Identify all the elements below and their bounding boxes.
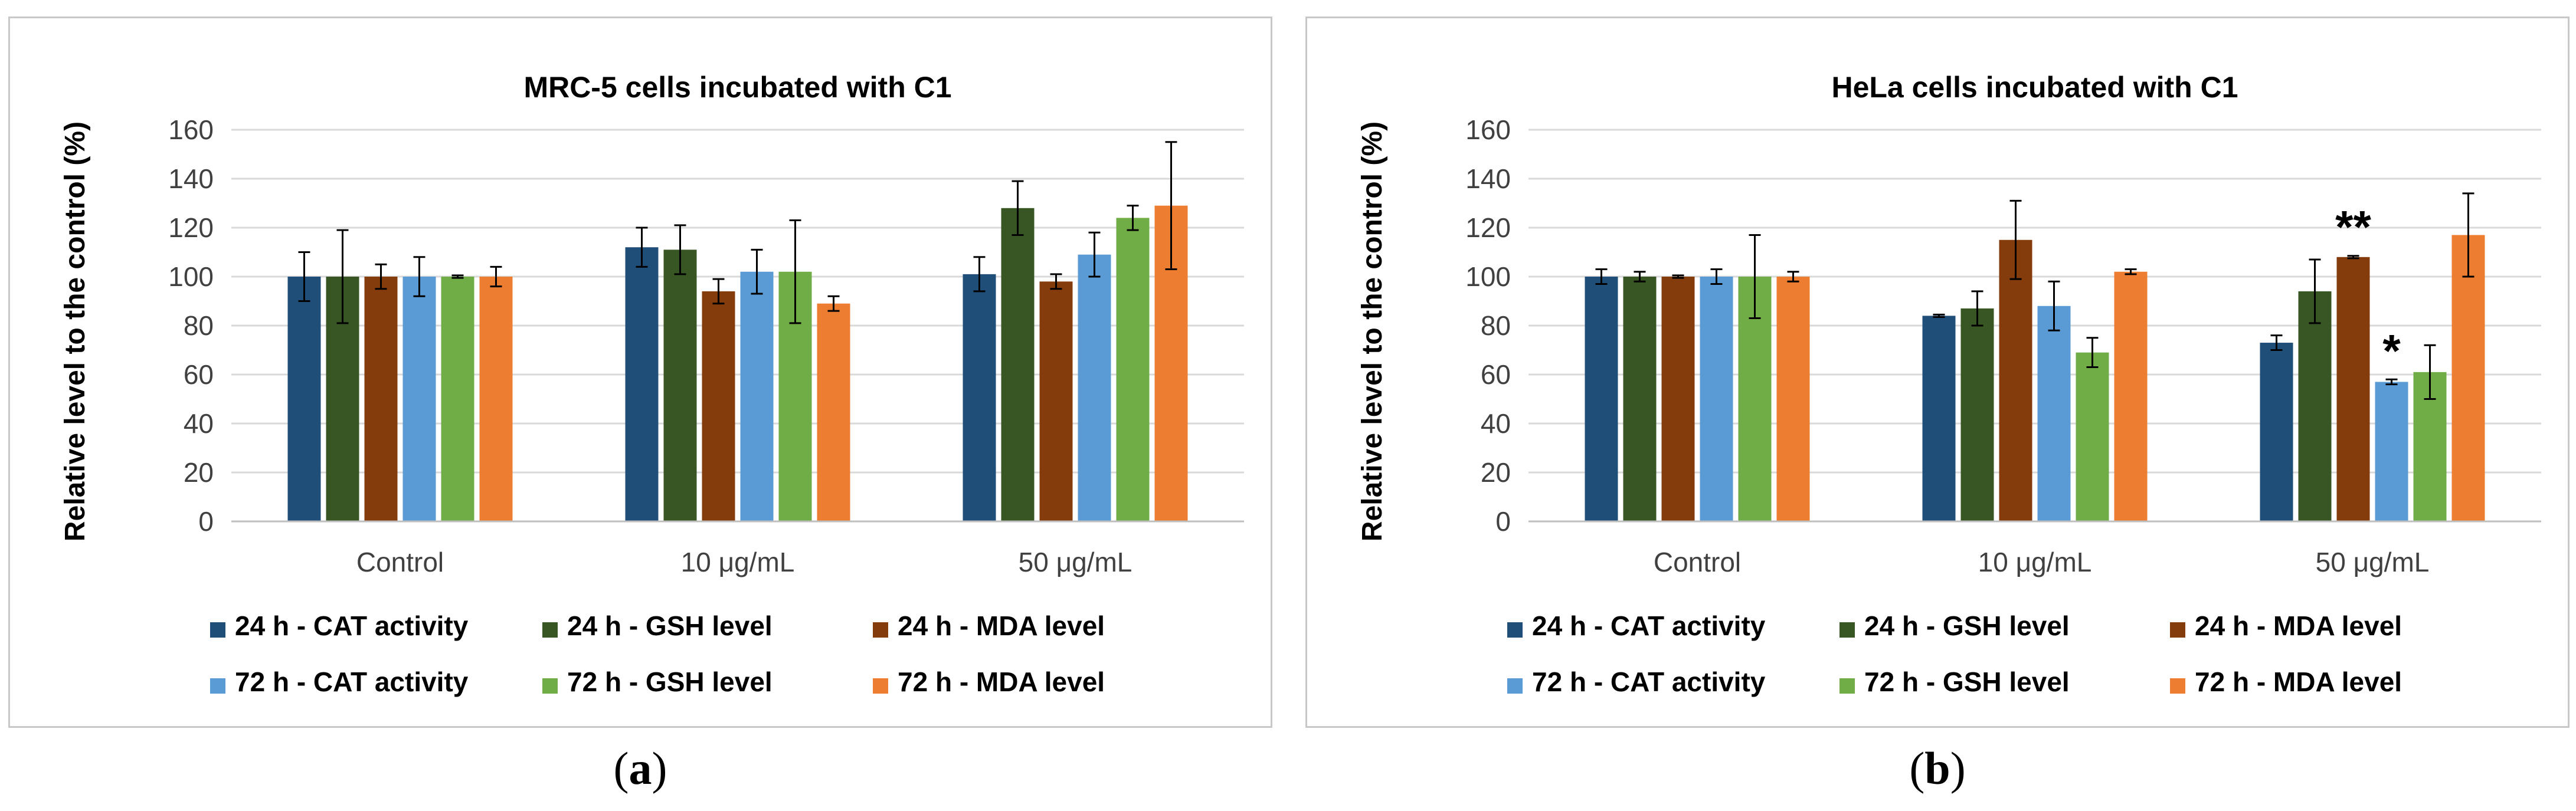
- chart-title: HeLa cells incubated with C1: [1831, 71, 2238, 104]
- y-tick-label: 140: [168, 163, 214, 194]
- y-tick-label: 0: [1495, 506, 1511, 537]
- y-tick-label: 60: [1481, 359, 1511, 390]
- legend-swatch: [542, 678, 558, 694]
- y-tick-label: 80: [184, 310, 214, 341]
- bar: [2298, 291, 2332, 521]
- legend-swatch: [873, 622, 888, 638]
- caption-b-open: (: [1909, 743, 1925, 794]
- bar: [1700, 277, 1733, 521]
- bar: [1585, 277, 1618, 521]
- bar: [1999, 239, 2032, 521]
- legend-label: 72 h - MDA level: [898, 666, 1105, 697]
- bar: [1116, 218, 1150, 521]
- bar: [1001, 208, 1035, 521]
- caption-a-close: ): [652, 743, 667, 794]
- x-tick-label: 10 μg/mL: [681, 547, 795, 577]
- y-tick-label: 160: [168, 114, 214, 145]
- y-tick-label: 40: [184, 408, 214, 439]
- bar: [479, 277, 513, 521]
- bar: [364, 277, 398, 521]
- y-tick-label: 0: [198, 506, 214, 537]
- chart-b: HeLa cells incubated with C1 0 20 40 60 80 100…: [1357, 71, 2541, 697]
- legend-label: 72 h - GSH level: [1864, 666, 2070, 697]
- y-tick-label: 140: [1465, 163, 1511, 194]
- y-tick-label: 160: [1465, 114, 1511, 145]
- legend-swatch: [1507, 678, 1523, 694]
- y-tick-label: 20: [1481, 457, 1511, 488]
- bar: [2336, 257, 2370, 521]
- significance-mark: *: [2382, 324, 2401, 376]
- bar: [702, 291, 735, 521]
- bar: [287, 277, 321, 521]
- bar: [2037, 306, 2071, 521]
- legend-swatch: [2170, 622, 2185, 638]
- legend-label: 24 h - CAT activity: [235, 610, 469, 641]
- bar: [402, 277, 436, 521]
- legend-label: 24 h - GSH level: [1864, 610, 2070, 641]
- x-tick-label: 10 μg/mL: [1978, 547, 2092, 577]
- significance-mark: **: [2335, 201, 2371, 253]
- legend-label: 24 h - CAT activity: [1532, 610, 1766, 641]
- caption-a-letter: a: [629, 743, 652, 794]
- legend-swatch: [542, 622, 558, 638]
- legend-swatch: [210, 622, 225, 638]
- y-tick-label: 60: [184, 359, 214, 390]
- bar: [1922, 316, 1956, 521]
- bar: [817, 303, 850, 521]
- legend-label: 24 h - MDA level: [2195, 610, 2402, 641]
- bar: [963, 274, 996, 521]
- y-axis-label: Relative level to the control (%): [1357, 122, 1388, 541]
- legend-label: 72 h - CAT activity: [1532, 666, 1766, 697]
- bar: [2114, 271, 2148, 521]
- chart-title: MRC-5 cells incubated with C1: [523, 71, 951, 104]
- legend-label: 24 h - MDA level: [898, 610, 1105, 641]
- y-tick-label: 80: [1481, 310, 1511, 341]
- legend-label: 24 h - GSH level: [567, 610, 773, 641]
- bar: [2451, 235, 2485, 521]
- legend-label: 72 h - MDA level: [2195, 666, 2402, 697]
- legend-swatch: [2170, 678, 2185, 694]
- bar: [663, 249, 697, 521]
- x-tick-label: 50 μg/mL: [2316, 547, 2430, 577]
- legend-swatch: [1839, 622, 1855, 638]
- x-tick-label: 50 μg/mL: [1019, 547, 1132, 577]
- legend-swatch: [873, 678, 888, 694]
- y-tick-label: 120: [1465, 212, 1511, 243]
- chart-a: MRC-5 cells incubated with C1 0 20 40 60 80 10…: [60, 71, 1244, 697]
- bar: [2076, 352, 2109, 521]
- y-axis-label: Relative level to the control (%): [60, 122, 91, 541]
- x-tick-label: Control: [356, 547, 444, 577]
- y-tick-label: 100: [168, 261, 214, 292]
- caption-a: (a): [522, 742, 758, 795]
- bar: [625, 247, 659, 521]
- bar: [2260, 343, 2293, 521]
- bar: [2375, 382, 2408, 521]
- y-tick-label: 100: [1465, 261, 1511, 292]
- bar: [1960, 308, 1994, 521]
- legend-swatch: [1507, 622, 1523, 638]
- caption-a-open: (: [613, 743, 629, 794]
- bar: [740, 271, 774, 521]
- bar: [1039, 281, 1073, 521]
- bar: [1078, 254, 1111, 521]
- bar: [1661, 277, 1695, 521]
- legend-swatch: [210, 678, 225, 694]
- bar: [1623, 277, 1657, 521]
- caption-b-letter: b: [1924, 743, 1950, 794]
- caption-b-close: ): [1950, 743, 1966, 794]
- legend-label: 72 h - GSH level: [567, 666, 773, 697]
- legend-label: 72 h - CAT activity: [235, 666, 469, 697]
- caption-b: (b): [1819, 742, 2055, 795]
- x-tick-label: Control: [1654, 547, 1741, 577]
- y-tick-label: 20: [184, 457, 214, 488]
- y-tick-label: 120: [168, 212, 214, 243]
- legend-swatch: [1839, 678, 1855, 694]
- bar: [1776, 277, 1810, 521]
- bar: [441, 277, 474, 521]
- y-tick-label: 40: [1481, 408, 1511, 439]
